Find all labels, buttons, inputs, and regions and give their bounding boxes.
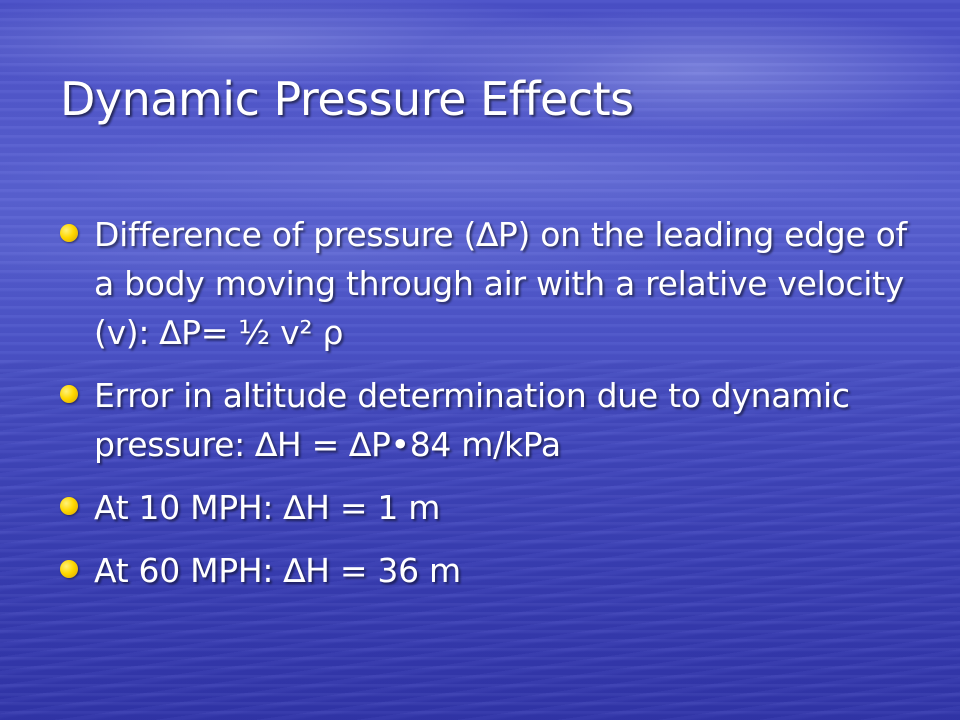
bullet-item: Error in altitude determination due to d… <box>60 371 920 469</box>
bullet-text: Error in altitude determination due to d… <box>94 376 850 464</box>
bullet-item: At 10 MPH: ∆H = 1 m <box>60 483 920 532</box>
bullet-text: At 60 MPH: ∆H = 36 m <box>94 551 461 590</box>
bullet-text: At 10 MPH: ∆H = 1 m <box>94 488 441 527</box>
bullet-dot-icon <box>60 224 78 242</box>
bullet-list: Difference of pressure (∆P) on the leadi… <box>60 210 920 609</box>
bullet-item: Difference of pressure (∆P) on the leadi… <box>60 210 920 357</box>
bullet-item: At 60 MPH: ∆H = 36 m <box>60 546 920 595</box>
bullet-dot-icon <box>60 497 78 515</box>
bullet-dot-icon <box>60 385 78 403</box>
bullet-dot-icon <box>60 560 78 578</box>
slide-title: Dynamic Pressure Effects <box>60 72 634 126</box>
bullet-text: Difference of pressure (∆P) on the leadi… <box>94 215 907 352</box>
